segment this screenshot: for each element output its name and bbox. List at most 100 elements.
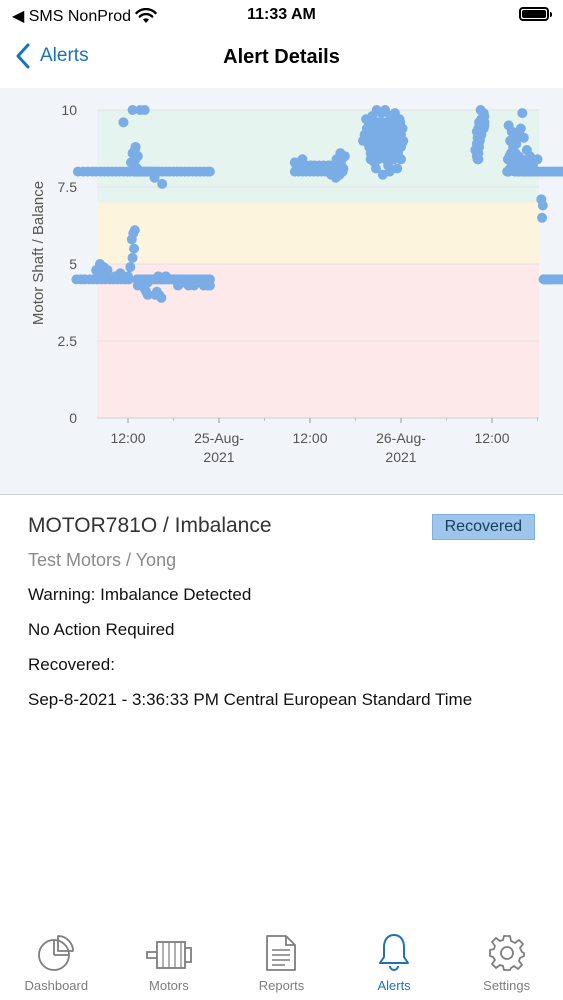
data-point [130,141,141,152]
data-point [377,169,388,180]
recovered-timestamp: Sep-8-2021 - 3:36:33 PM Central European… [28,690,473,709]
status-badge: Recovered [431,514,535,540]
x-axis-ticks: 12:00 25-Aug- 2021 12:00 26-Aug- 2021 12:00 [110,430,509,465]
data-point [362,135,373,146]
data-point [297,154,308,165]
data-point [315,163,326,174]
y-tick-label: 5 [69,256,77,272]
alert-subtitle: Test Motors / Yong [28,550,177,570]
data-point [149,172,160,183]
back-label: Alerts [40,45,89,66]
tab-label: Reports [258,978,305,993]
x-tick-label: 12:00 [474,430,509,446]
data-point [139,105,150,115]
tab-label: Alerts [377,978,411,993]
data-point [474,117,485,128]
x-tick-sublabel: 2021 [385,449,416,465]
tab-motors[interactable]: Motors [113,928,225,1000]
motor-icon [145,941,192,969]
data-point [129,225,140,236]
data-points [71,105,563,303]
data-point [517,108,528,119]
data-point [336,154,347,165]
data-point [396,138,407,149]
navigation-bar: Alerts Alert Details [0,30,563,88]
data-point [306,160,317,171]
data-point [123,271,133,282]
status-bar: ◀ SMS NonProd 11:33 AM [0,0,563,30]
y-axis-label: Motor Shaft / Balance [30,181,47,325]
data-point [475,105,486,115]
data-point [94,259,105,269]
report-icon [266,935,297,971]
data-point [324,160,335,171]
data-point [115,268,126,279]
data-point [537,212,548,223]
wifi-icon [135,8,157,23]
data-point [204,166,215,177]
data-point [473,154,484,165]
chevron-left-icon [16,43,30,69]
threshold-band [97,202,539,264]
data-point [392,163,403,174]
grid-lines [97,109,539,423]
data-point [517,166,528,177]
y-axis-ticks: 0 2.5 5 7.5 10 [58,102,78,426]
data-point [102,265,113,276]
x-tick-label: 25-Aug- [194,430,244,446]
tab-label: Motors [149,978,189,993]
data-point [371,105,382,115]
balance-chart: 0 2.5 5 7.5 10 12:00 25-Aug- 2021 12:00 26-Aug- 2… [30,102,563,465]
bell-icon [379,934,410,971]
data-point [389,108,400,119]
y-tick-label: 10 [61,102,77,118]
data-point [514,126,525,137]
data-point [125,262,136,273]
battery-icon [519,7,552,21]
tab-alerts[interactable]: Alerts [338,928,450,1000]
page-title: Alert Details [223,46,340,68]
data-point [127,105,138,115]
x-tick-label: 12:00 [292,430,327,446]
carrier-label: ◀ SMS NonProd [12,8,132,25]
y-tick-label: 7.5 [58,179,78,195]
data-point [537,200,548,211]
tab-reports[interactable]: Reports [225,928,337,1000]
carrier-indicator: ◀ SMS NonProd [12,6,157,26]
data-point [560,167,563,176]
data-point [204,280,215,291]
tab-label: Dashboard [24,978,89,993]
dashboard-icon [38,935,75,971]
gear-icon [488,935,525,971]
data-point [129,243,140,254]
warning-text: Warning: Imbalance Detected [28,585,252,604]
data-point [156,292,167,303]
y-tick-label: 0 [69,410,77,426]
action-text: No Action Required [28,620,175,639]
chart-container: 0 2.5 5 7.5 10 12:00 25-Aug- 2021 12:00 26-Aug- 2… [0,88,563,495]
data-point [396,154,406,165]
x-tick-label: 12:00 [110,430,145,446]
back-button[interactable]: Alerts [16,43,89,69]
tab-settings[interactable]: Settings [451,928,563,1000]
data-point [289,157,300,168]
data-point [157,178,168,189]
data-point [532,154,543,165]
x-tick-label: 26-Aug- [376,430,426,446]
data-point [476,129,487,140]
tab-bar: Dashboard Motors Reports [0,928,563,1000]
data-point [118,117,129,128]
tab-dashboard[interactable]: Dashboard [0,928,112,1000]
data-point [370,163,381,174]
data-point [380,105,391,115]
x-tick-sublabel: 2021 [203,449,234,465]
data-point [132,151,143,162]
data-point [142,289,153,300]
alert-title: MOTOR781O / Imbalance [28,514,272,537]
tab-label: Settings [483,978,531,993]
data-point [511,138,522,149]
clock: 11:33 AM [247,6,316,23]
y-tick-label: 2.5 [58,333,78,349]
alert-details: MOTOR781O / Imbalance Recovered Test Mot… [28,510,538,716]
recovered-label: Recovered: [28,655,115,674]
